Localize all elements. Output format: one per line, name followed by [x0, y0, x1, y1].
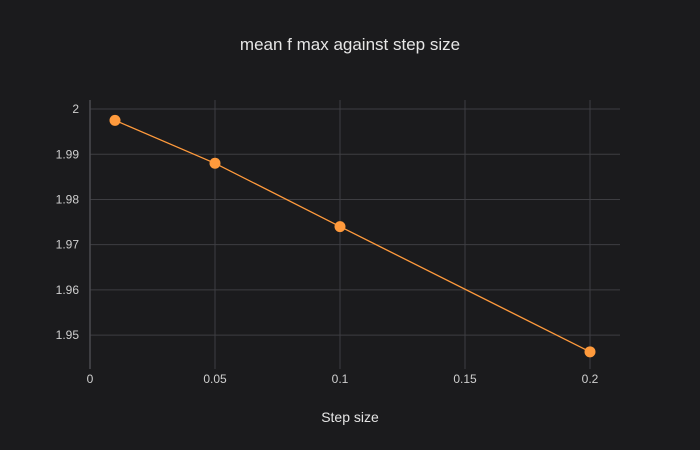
tick-labels: 1.95 1.96 1.97 1.98 1.99 2 0 0.05 0.1 0.15 0.2 — [56, 102, 599, 386]
data-point[interactable] — [334, 221, 346, 233]
y-tick-label: 1.95 — [56, 328, 80, 342]
x-tick-label: 0.15 — [453, 372, 477, 386]
y-tick-label: 1.98 — [56, 192, 80, 206]
data-point[interactable] — [584, 346, 596, 358]
y-tick-label: 2 — [72, 102, 79, 116]
y-tick-label: 1.96 — [56, 283, 80, 297]
x-tick-label: 0.1 — [332, 372, 349, 386]
chart-title: mean f max against step size — [240, 35, 460, 54]
series-line — [114, 119, 591, 353]
x-tick-label: 0.05 — [203, 372, 227, 386]
series-layer — [109, 114, 596, 358]
y-tick-label: 1.99 — [56, 147, 80, 161]
x-axis-label: Step size — [321, 409, 379, 425]
x-tick-label: 0 — [87, 372, 94, 386]
x-tick-label: 0.2 — [582, 372, 599, 386]
grid-layer — [90, 100, 620, 369]
y-tick-label: 1.97 — [56, 238, 80, 252]
data-point[interactable] — [209, 157, 221, 169]
data-point[interactable] — [109, 114, 121, 126]
